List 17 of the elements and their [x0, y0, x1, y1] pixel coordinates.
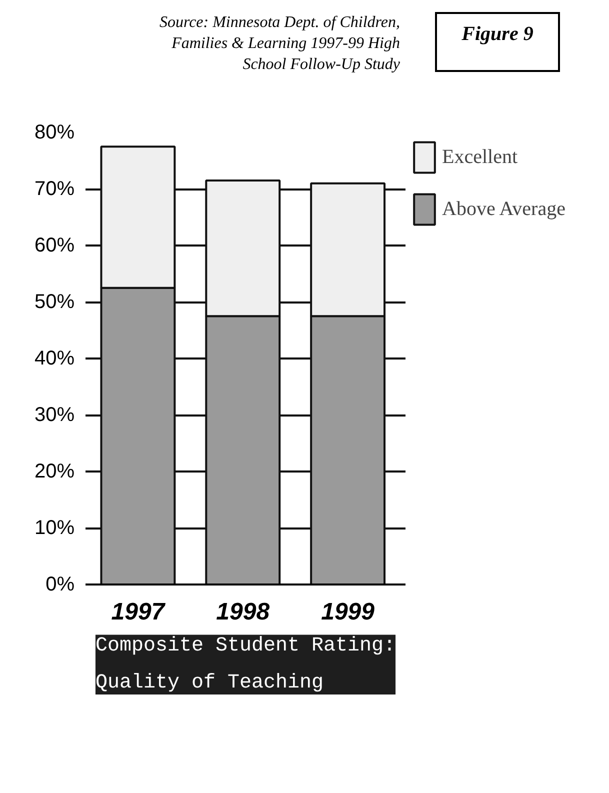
source-note: Source: Minnesota Dept. of Children, Families & Learning 1997-99 High School Follow-Up Study — [159, 13, 400, 75]
legend-label: Above Average — [442, 198, 566, 220]
y-tick-label: 70% — [34, 178, 75, 200]
y-tick-label: 80% — [34, 122, 75, 144]
legend-label: Excellent — [442, 146, 518, 168]
x-tick-label: 1997 — [111, 598, 166, 626]
text: Composite Student Rating: Quality of Teaching — [95, 634, 396, 694]
y-tick-label: 40% — [34, 348, 75, 370]
y-tick-label: 60% — [34, 234, 75, 256]
y-tick-label: 50% — [34, 291, 75, 313]
y-tick-label: 10% — [34, 517, 75, 539]
x-tick-label: 1999 — [321, 598, 376, 626]
y-tick-label: 0% — [46, 574, 75, 596]
caption: Figure 9 — [462, 22, 534, 47]
y-tick-label: 30% — [34, 404, 75, 426]
y-tick-label: 20% — [34, 460, 75, 482]
x-tick-label: 1998 — [216, 598, 270, 626]
